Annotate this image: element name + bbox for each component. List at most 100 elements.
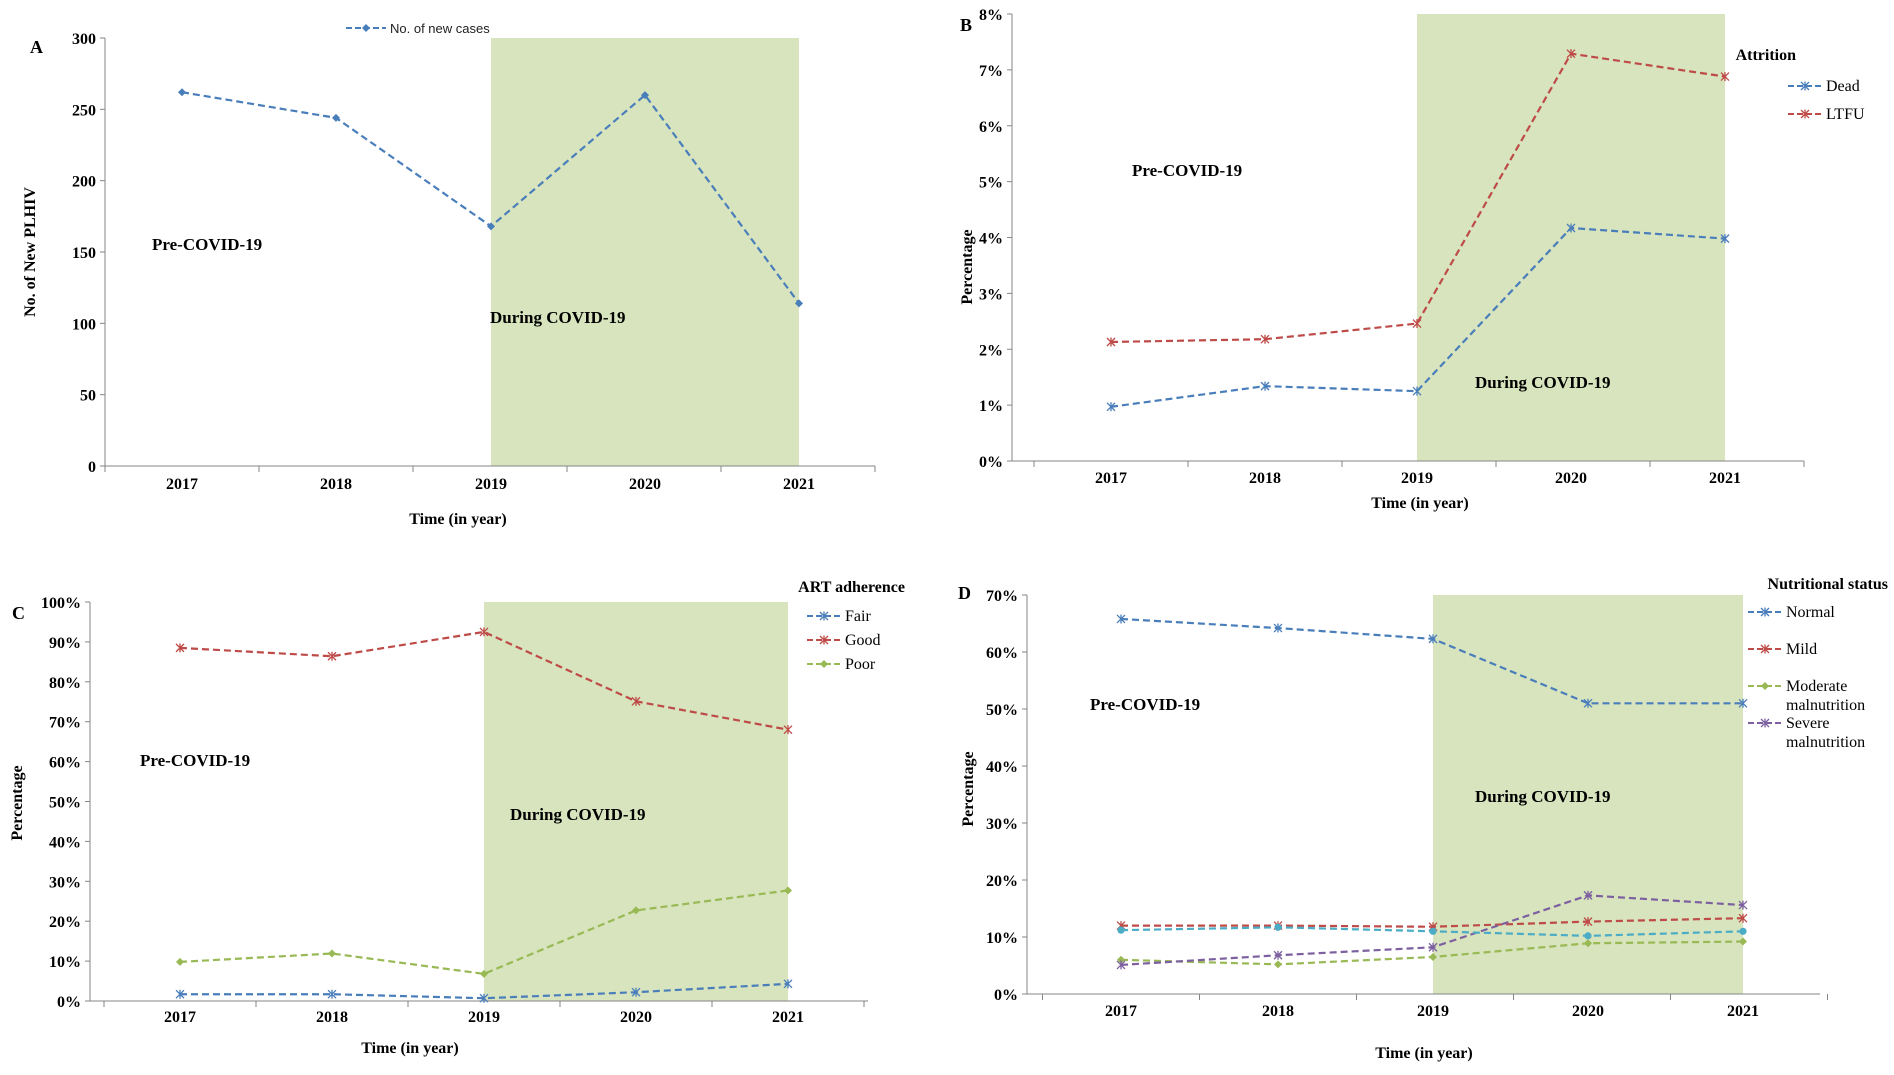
- y-tick-label: 4%: [979, 231, 1003, 248]
- legend: Attrition Dead LTFU: [1736, 47, 1865, 123]
- data-point: [1273, 950, 1283, 960]
- data-point: [1566, 223, 1576, 233]
- y-tick-label: 50%: [49, 795, 81, 812]
- series-ltfu: [1106, 49, 1730, 347]
- data-point: [1720, 72, 1730, 82]
- data-point: [1412, 319, 1422, 329]
- x-tick-label: 2021: [1727, 1003, 1759, 1020]
- y-tick-label: 30%: [49, 874, 81, 891]
- y-tick-label: 200: [72, 174, 96, 191]
- chart-panel-a: 0 50 100 150 200 250 300 2017 2018 2019 2020 2021 Ti…: [22, 21, 876, 528]
- during-covid-annotation: During COVID-19: [490, 308, 626, 327]
- y-axis-title: Percentage: [960, 751, 977, 826]
- x-tick-label: 2021: [772, 1009, 804, 1026]
- series-severe-malnutrition: [1116, 890, 1748, 970]
- data-point: [1428, 942, 1438, 952]
- x-tick-label: 2017: [1095, 470, 1127, 487]
- series-fair: [175, 979, 793, 1003]
- data-point: [175, 643, 185, 653]
- y-tick-label: 60%: [49, 755, 81, 772]
- x-tick-label: 2019: [475, 476, 507, 493]
- legend-marker: [819, 635, 829, 645]
- data-point: [783, 725, 793, 735]
- data-point: [783, 979, 793, 989]
- data-point: [784, 886, 792, 895]
- x-tick-label: 2021: [783, 476, 815, 493]
- data-point: [332, 113, 340, 122]
- during-covid-annotation: During COVID-19: [1475, 373, 1611, 392]
- legend-label: Severe malnutrition: [1786, 715, 1865, 751]
- legend-marker: [1760, 607, 1770, 617]
- data-point: [487, 222, 495, 231]
- legend-marker: [1800, 109, 1810, 119]
- data-point: [1428, 634, 1438, 644]
- covid-period-shade: [491, 38, 799, 466]
- panel-letter: A: [30, 37, 43, 57]
- series-unlabeled: [1117, 923, 1747, 940]
- legend-marker: [820, 660, 828, 668]
- pre-covid-annotation: Pre-COVID-19: [152, 235, 262, 254]
- data-point: [1584, 939, 1592, 948]
- legend-marker: [1761, 682, 1769, 690]
- data-point: [1583, 890, 1593, 900]
- x-tick-label: 2019: [1401, 470, 1433, 487]
- data-point: [1738, 698, 1748, 708]
- series-line: [179, 630, 789, 731]
- data-point: [178, 88, 186, 97]
- series-good: [175, 627, 793, 735]
- x-tick-label: 2020: [629, 476, 661, 493]
- legend-marker: [1760, 644, 1770, 654]
- data-point: [1583, 698, 1593, 708]
- y-tick-label: 80%: [49, 675, 81, 692]
- legend-label: Dead: [1826, 78, 1860, 95]
- legend-marker: [362, 24, 370, 32]
- x-tick-label: 2017: [164, 1009, 196, 1026]
- data-point: [1739, 927, 1747, 935]
- x-tick-label: 2019: [468, 1009, 500, 1026]
- legend: ART adherence Fair Good Poor: [798, 579, 905, 673]
- data-point: [479, 993, 489, 1003]
- legend-title: Attrition: [1736, 47, 1797, 64]
- legend-label: Mild: [1786, 641, 1817, 658]
- series-poor: [176, 886, 792, 978]
- data-point: [631, 696, 641, 706]
- series-normal: [1116, 614, 1748, 708]
- data-point: [1738, 913, 1748, 923]
- data-point: [1106, 337, 1116, 347]
- during-covid-annotation: During COVID-19: [1475, 787, 1611, 806]
- x-axis-title: Time (in year): [361, 1040, 458, 1057]
- legend: Nutritional status Normal Mild Moderate maln…: [1748, 576, 1888, 751]
- data-point: [632, 906, 640, 915]
- y-axis-title: Percentage: [959, 229, 976, 304]
- series-line: [179, 889, 789, 975]
- x-axis-title: Time (in year): [1371, 495, 1468, 512]
- y-tick-label: 10%: [986, 930, 1018, 947]
- y-tick-label: 50: [80, 388, 96, 405]
- data-point: [175, 989, 185, 999]
- series-line: [1110, 52, 1726, 344]
- y-tick-label: 2%: [979, 342, 1003, 359]
- y-tick-label: 0%: [57, 994, 81, 1011]
- y-tick-label: 60%: [986, 645, 1018, 662]
- x-tick-label: 2018: [1262, 1003, 1294, 1020]
- series-no.-of-new-cases: [178, 88, 803, 308]
- series-line: [180, 982, 789, 1000]
- data-point: [1116, 614, 1126, 624]
- series-moderate-malnutrition: [1117, 937, 1747, 969]
- data-point: [327, 989, 337, 999]
- data-point: [1273, 623, 1283, 633]
- data-point: [1260, 334, 1270, 344]
- y-tick-label: 40%: [49, 834, 81, 851]
- legend-label: Poor: [845, 656, 876, 673]
- pre-covid-annotation: Pre-COVID-19: [1090, 695, 1200, 714]
- data-point: [1739, 937, 1747, 946]
- y-axis-title: Percentage: [9, 765, 26, 840]
- data-point: [631, 987, 641, 997]
- data-point: [1584, 932, 1592, 940]
- legend-label: LTFU: [1826, 106, 1865, 123]
- pre-covid-annotation: Pre-COVID-19: [140, 751, 250, 770]
- during-covid-annotation: During COVID-19: [510, 805, 646, 824]
- data-point: [1117, 955, 1125, 964]
- x-axis-title: Time (in year): [1375, 1045, 1472, 1062]
